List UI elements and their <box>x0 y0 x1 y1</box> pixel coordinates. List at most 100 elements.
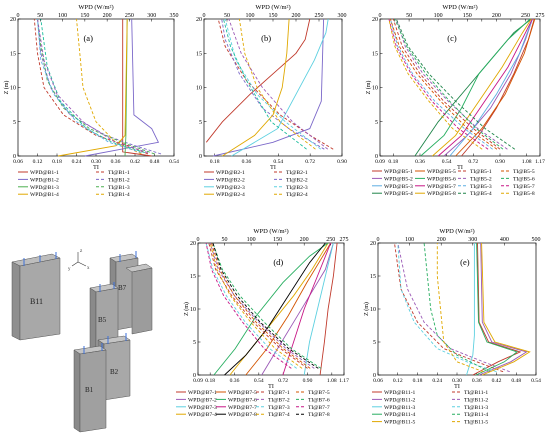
series-line <box>455 18 536 157</box>
legend-entry: TI@B7-2 <box>268 397 290 403</box>
legend-entry: TI@B5-5 <box>513 169 535 175</box>
bottom-tick-label: 0.06 <box>13 159 23 165</box>
legend-entry: TI@B5-8 <box>513 191 535 197</box>
legend-entry: TI@B2-1 <box>286 170 308 176</box>
legend: WPD@B11-1 TI@B11-1 WPD@B11-2 TI@B11-2 WPD@B1… <box>372 390 488 426</box>
bottom-tick-label: 0.36 <box>472 378 482 384</box>
legend-entry: WPD@B1-4 <box>30 192 59 198</box>
legend-entry: TI@B11-2 <box>464 397 488 403</box>
y-tick-label: 15 <box>10 51 16 57</box>
building-b1: B1 <box>73 343 107 433</box>
top-tick-label: 200 <box>103 13 112 19</box>
legend-entry: TI@B5-2 <box>470 176 492 182</box>
legend-entry: TI@B1-2 <box>108 177 130 183</box>
top-tick-label: 100 <box>58 13 67 19</box>
top-tick-label: 50 <box>406 13 412 19</box>
series-line <box>481 242 531 376</box>
y-tick-label: 15 <box>370 274 376 280</box>
building-model-3d: B11 z x y B7 <box>11 249 153 433</box>
bottom-tick-label: 0.24 <box>72 159 82 165</box>
series-line <box>423 242 491 373</box>
legend-entry: WPD@B7-5 <box>228 390 257 396</box>
bottom-tick-label: 0.18 <box>52 159 62 165</box>
top-tick-label: 200 <box>437 237 446 243</box>
legend-entry: TI@B1-1 <box>108 170 130 176</box>
legend-entry: WPD@B11-5 <box>384 420 416 426</box>
building-b5: B5 <box>89 282 119 357</box>
legend-entry: TI@B2-2 <box>286 177 308 183</box>
bottom-tick-label: 0.72 <box>305 159 315 165</box>
top-tick-label: 0 <box>17 13 20 19</box>
legend-entry: WPD@B7-2 <box>188 397 217 403</box>
series-line <box>475 242 518 376</box>
y-tick-label: 15 <box>372 51 378 57</box>
series-line <box>209 242 303 369</box>
bottom-tick-label: 0.42 <box>492 378 502 384</box>
series-line <box>238 18 316 150</box>
legend: WPD@B1-1 TI@B1-1 WPD@B1-2 TI@B1-2 WPD@B1-3 TI… <box>18 170 130 198</box>
legend-entry: TI@B11-3 <box>464 405 488 411</box>
legend-entry: TI@B7-5 <box>308 390 330 396</box>
legend-entry: TI@B5-3 <box>470 184 492 190</box>
axis-z-glyph: z <box>80 249 83 254</box>
top-tick-label: 50 <box>224 13 230 19</box>
legend-entry: WPD@B7-4 <box>188 412 217 418</box>
legend-entry: WPD@B2-1 <box>216 170 245 176</box>
y-tick-label: 15 <box>190 274 196 280</box>
bottom-tick-label: 0.12 <box>393 378 403 384</box>
bottom-tick-label: 0.30 <box>452 378 462 384</box>
y-tick-label: 10 <box>10 86 16 92</box>
series-line <box>58 18 128 157</box>
bottom-tick-label: 0.18 <box>210 159 220 165</box>
legend-entry: WPD@B5-7 <box>427 184 456 190</box>
legend-entry: TI@B11-4 <box>464 412 488 418</box>
series-line <box>228 18 329 150</box>
plot-frame <box>197 242 345 376</box>
legend-entry: WPD@B11-1 <box>384 390 416 396</box>
legend-entry: TI@B7-4 <box>268 412 290 418</box>
series-line <box>37 18 149 154</box>
legend-entry: WPD@B7-3 <box>188 405 217 411</box>
top-axis-title: WPD (W/m²) <box>442 4 477 11</box>
bottom-axis-title: TI <box>454 384 460 390</box>
y-tick-label: 15 <box>196 51 202 57</box>
legend-entry: TI@B7-7 <box>308 405 330 411</box>
y-tick-label: 0 <box>13 154 16 160</box>
series-line <box>319 242 338 376</box>
y-tick-label: 5 <box>13 120 16 126</box>
y-axis-title: Z (m) <box>363 302 370 316</box>
bottom-tick-label: 0.48 <box>511 378 521 384</box>
series-line <box>437 18 533 157</box>
y-tick-label: 10 <box>372 86 378 92</box>
legend-entry: WPD@B5-6 <box>427 176 456 182</box>
top-tick-label: 100 <box>247 237 256 243</box>
bottom-tick-label: 0.54 <box>273 159 283 165</box>
top-tick-label: 150 <box>80 13 89 19</box>
series-line <box>394 242 504 373</box>
bottom-tick-label: 0.06 <box>373 378 383 384</box>
series-line <box>388 18 489 150</box>
legend-entry: WPD@B2-2 <box>216 177 245 183</box>
series-line <box>222 18 290 157</box>
top-tick-label: 150 <box>463 13 472 19</box>
series-line <box>208 242 308 369</box>
top-tick-label: 250 <box>315 13 324 19</box>
building-b11: B11 <box>11 252 61 341</box>
series-line <box>394 18 504 150</box>
series-line <box>40 18 145 154</box>
series-line <box>392 18 501 150</box>
top-tick-label: 150 <box>269 13 278 19</box>
bottom-tick-label: 0.90 <box>495 159 505 165</box>
y-tick-label: 20 <box>196 17 202 23</box>
building-label-b1: B1 <box>85 386 94 394</box>
legend-entry: WPD@B7-6 <box>228 397 257 403</box>
legend-entry: WPD@B2-3 <box>216 185 245 191</box>
bottom-tick-label: 0.18 <box>413 378 423 384</box>
bottom-tick-label: 0.48 <box>150 159 160 165</box>
bottom-tick-label: 0.36 <box>230 378 240 384</box>
top-tick-label: 275 <box>536 13 545 19</box>
series-line <box>205 18 311 143</box>
y-tick-label: 10 <box>370 307 376 313</box>
panel-label: (a) <box>83 33 93 43</box>
